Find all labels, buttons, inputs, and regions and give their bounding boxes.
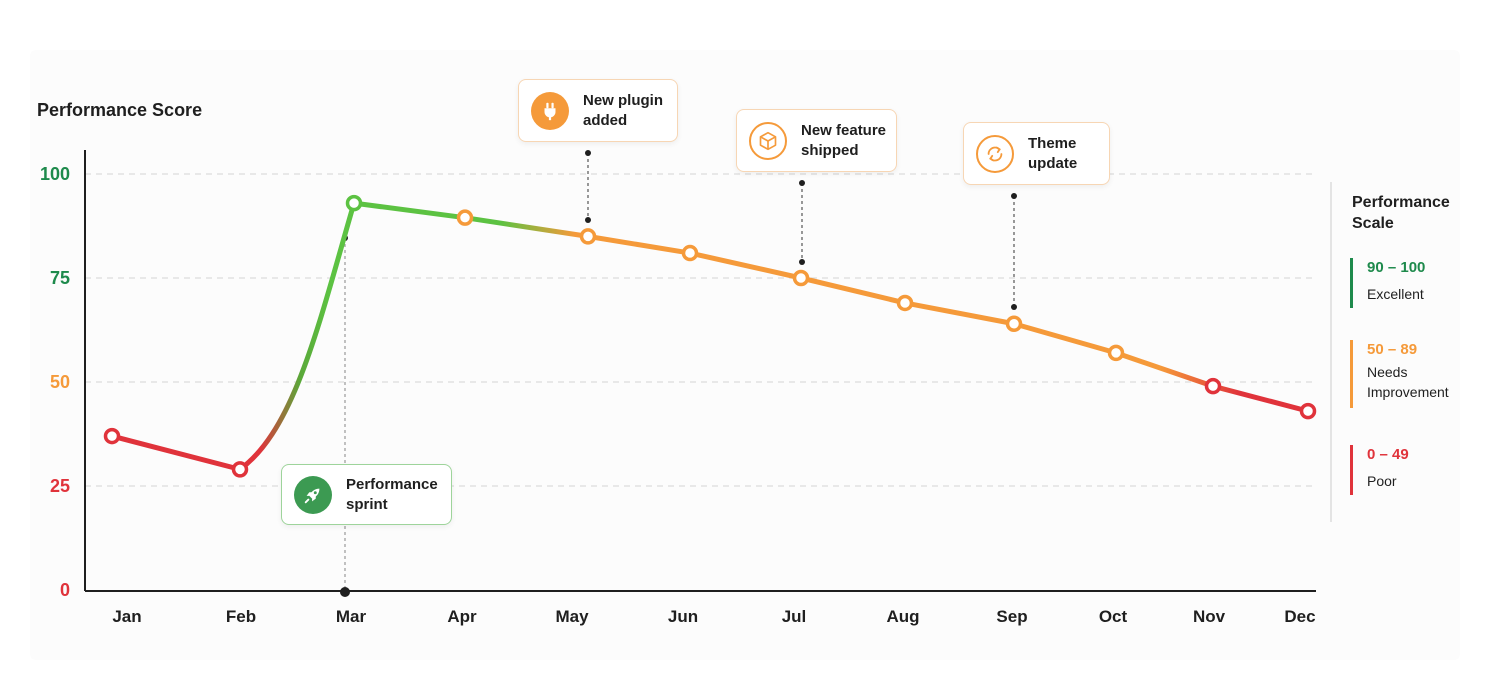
annotation-label: New feature shipped: [801, 121, 887, 159]
y-tick-label: 100: [40, 164, 70, 184]
connector-dot: [340, 587, 350, 597]
annotation-new-plugin: New plugin added: [518, 79, 678, 142]
annotation-label: Theme update: [1028, 134, 1078, 172]
x-tick-label: Apr: [447, 607, 477, 626]
x-tick-label: Aug: [886, 607, 919, 626]
x-tick-label: Feb: [226, 607, 256, 626]
legend-desc: Excellent: [1367, 286, 1424, 302]
connector-dot: [799, 259, 805, 265]
data-point: [579, 228, 597, 245]
data-point: [456, 209, 474, 226]
connector-dot: [1011, 304, 1017, 310]
series-line: [109, 200, 1311, 472]
y-tick-label: 25: [50, 476, 70, 496]
refresh-icon: [976, 134, 1014, 173]
x-tick-label: Sep: [996, 607, 1027, 626]
rocket-icon: [294, 475, 332, 514]
legend-desc: Poor: [1367, 473, 1397, 489]
connector-dot: [799, 180, 805, 186]
legend-item-needs-improvement: 50 – 89 Needs Improvement: [1350, 340, 1482, 408]
legend-item-poor: 0 – 49 Poor: [1350, 445, 1482, 495]
data-point: [231, 461, 249, 478]
annotation-label: Performance sprint: [346, 475, 438, 513]
x-tick-label: Dec: [1284, 607, 1315, 626]
y-tick-label: 50: [50, 372, 70, 392]
legend-title: Performance Scale: [1352, 194, 1450, 232]
x-tick-label: Jun: [668, 607, 698, 626]
connector-dot: [585, 217, 591, 223]
legend-range: 0 – 49: [1367, 446, 1409, 463]
connector-dot: [585, 150, 591, 156]
data-point: [792, 269, 810, 287]
legend-range: 90 – 100: [1367, 259, 1426, 276]
data-point: [896, 294, 914, 312]
y-axis-title: Performance Score: [37, 100, 203, 120]
data-point: [103, 427, 121, 445]
x-tick-label: Mar: [336, 607, 367, 626]
data-point: [681, 244, 699, 262]
legend-desc: Needs Improvement: [1367, 364, 1449, 400]
annotation-performance-sprint: Performance sprint: [281, 464, 452, 525]
x-tick-label: Nov: [1193, 607, 1226, 626]
y-tick-label: 0: [60, 580, 70, 600]
annotation-theme-update: Theme update: [963, 122, 1110, 185]
annotation-label: New plugin added: [583, 91, 663, 129]
data-point: [1299, 402, 1317, 420]
x-tick-label: May: [555, 607, 589, 626]
data-point: [1107, 344, 1125, 362]
annotation-new-feature: New feature shipped: [736, 109, 897, 172]
y-tick-label: 75: [50, 268, 70, 288]
x-tick-label: Oct: [1099, 607, 1128, 626]
x-tick-label: Jul: [782, 607, 807, 626]
cube-icon: [749, 121, 787, 160]
plug-icon: [531, 91, 569, 130]
x-tick-label: Jan: [112, 607, 141, 626]
legend-range: 50 – 89: [1367, 341, 1418, 358]
data-point: [1204, 377, 1222, 395]
data-point: [1005, 315, 1023, 333]
connector-dot: [1011, 193, 1017, 199]
legend: Performance Scale 90 – 100 Excellent 50 …: [1330, 182, 1482, 522]
data-point: [345, 194, 363, 212]
legend-item-excellent: 90 – 100 Excellent: [1350, 258, 1482, 308]
